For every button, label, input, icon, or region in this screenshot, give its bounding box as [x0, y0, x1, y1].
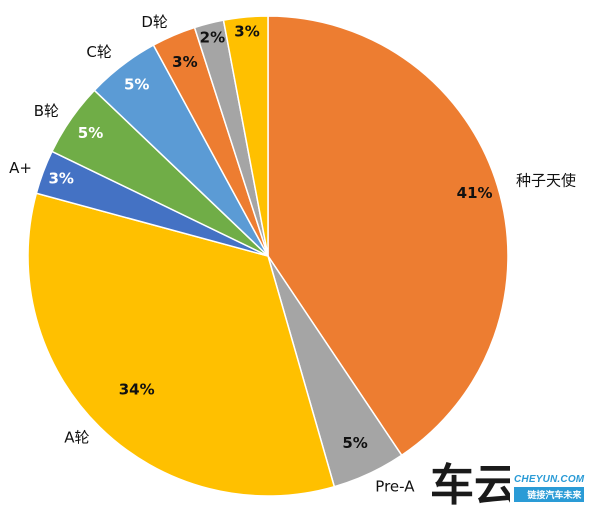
category-label-slice-0: 种子天使: [516, 172, 576, 190]
category-labels: 种子天使 Pre-A A轮 A+ B轮 C轮 D轮: [9, 13, 576, 496]
value-label-2: 5%: [342, 434, 367, 452]
watermark-site: CHEYUN.COM: [514, 474, 585, 485]
logo-text: 车云: [430, 460, 510, 510]
category-label-b: B轮: [34, 102, 59, 120]
value-labels: 41%5%34%3%5%5%3%2% 3%: [48, 22, 492, 452]
watermark-tagline: 链接汽车未来: [514, 487, 585, 502]
value-label-6: 5%: [124, 76, 149, 94]
value-label-4: 3%: [48, 170, 73, 188]
pie-slice-1: [267, 15, 509, 457]
value-label-9: 3%: [234, 22, 259, 40]
pie-slices: [27, 15, 509, 497]
category-label-c: C轮: [86, 43, 111, 61]
category-label-a: A+: [9, 159, 32, 177]
value-label-1: 41%: [457, 184, 493, 202]
pie-slice-3: [27, 192, 336, 497]
value-label-8: 2%: [200, 28, 225, 46]
category-label-a: A轮: [64, 428, 89, 446]
pie-slice-9: [222, 15, 269, 257]
watermark: CHEYUN.COM 链接汽车未来: [514, 474, 585, 502]
value-label-5: 5%: [78, 124, 103, 142]
category-label-d: D轮: [141, 13, 168, 31]
category-label-pre-a: Pre-A: [375, 478, 415, 496]
cheyun-logo: 车云: [430, 460, 510, 510]
value-label-3: 34%: [119, 380, 155, 398]
value-label-7: 3%: [172, 53, 197, 71]
